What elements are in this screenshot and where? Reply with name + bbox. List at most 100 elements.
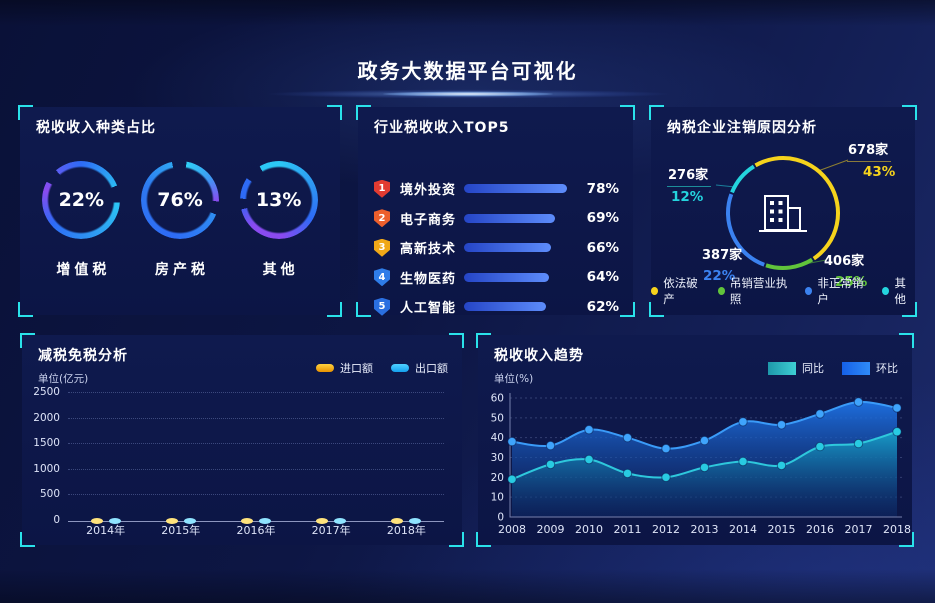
building-icon: [759, 195, 807, 232]
rank-badge: 4: [374, 268, 390, 287]
data-point-huanbi: [892, 403, 902, 413]
panel-tax-trend: 税收收入趋势 单位(%) 同比 环比 0 10 20 30 40 50 60 2008 2009 2…: [476, 333, 914, 547]
data-point-tongbi: [738, 456, 748, 467]
gridline: [68, 417, 444, 419]
donut-segment: [754, 156, 841, 261]
industry-bar: [464, 243, 552, 253]
gridline: [68, 392, 444, 393]
industry-percent: 64%: [586, 269, 619, 286]
gauge-ring: 76%: [141, 161, 219, 239]
count-value: 678家: [847, 143, 892, 162]
industry-bar: [464, 302, 546, 312]
legend-swatch: [842, 361, 870, 375]
data-point-huanbi: [738, 417, 748, 427]
panel-tax-type: 税收收入种类占比 22% 增值税 76% 房产税 13% 其他: [18, 105, 342, 317]
data-point-tongbi: [776, 460, 787, 471]
top5-row: 5 人工智能 62%: [374, 292, 619, 322]
donut-label: 406家 25%: [823, 254, 867, 290]
x-axis-label: 2012: [652, 523, 680, 536]
ring-gauge-group: 22% 增值税 76% 房产税 13% 其他: [20, 161, 340, 279]
legend-item[interactable]: 进口额: [316, 360, 373, 376]
panel-tax-reduction: 减税免税分析 单位(亿元) 进口额 出口额 0 500 1000 1500 2000 250…: [20, 333, 464, 547]
page-title: 政务大数据平台可视化: [357, 59, 578, 84]
data-point-tongbi: [622, 468, 633, 479]
label-leader-line: [817, 159, 849, 172]
ring-gauge: 13% 其他: [229, 161, 328, 279]
gridline: [68, 494, 444, 496]
data-point-huanbi: [622, 433, 633, 443]
donut-label-count: 406家: [823, 254, 867, 272]
corner-bracket-decoration: [902, 105, 917, 120]
panel-title: 行业税收收入TOP5: [374, 120, 510, 136]
data-point-tongbi: [545, 459, 556, 470]
x-axis-label: 2011: [614, 523, 642, 536]
chart-legend: 进口额 出口额: [316, 360, 448, 376]
label-leader-line: [715, 184, 736, 188]
label-leader-line: [744, 252, 752, 258]
corner-bracket-decoration: [649, 105, 664, 120]
corner-bracket-decoration: [476, 532, 491, 547]
y-axis-label: 1000: [33, 462, 60, 475]
corner-bracket-decoration: [20, 333, 35, 348]
y-axis-label: 2500: [33, 386, 60, 398]
y-axis-label: 20: [491, 472, 504, 484]
x-axis-label: 2010: [575, 523, 603, 536]
gauge-label: 其他: [262, 262, 299, 278]
corner-bracket-decoration: [327, 105, 342, 120]
data-point-tongbi: [815, 441, 825, 452]
panel-cancellation-analysis: 纳税企业注销原因分析 678家 43% 406家 25% 387家 22% 276家 12% …: [649, 105, 917, 317]
legend-item[interactable]: 环比: [842, 360, 898, 376]
bar-chart-plot: 0 500 1000 1500 2000 2500: [33, 386, 444, 526]
label-leader-line: [804, 259, 827, 265]
legend-label: 同比: [802, 362, 824, 375]
legend-item[interactable]: 非正常销户: [805, 275, 869, 307]
data-point-huanbi: [584, 425, 594, 435]
legend-dot: [651, 287, 659, 295]
top5-row: 2 电子商务 69%: [374, 204, 619, 234]
corner-bracket-decoration: [899, 532, 914, 547]
corner-bracket-decoration: [899, 333, 914, 348]
legend-item[interactable]: 其他: [882, 275, 915, 307]
legend-dot: [805, 287, 813, 295]
donut-chart: 678家 43% 406家 25% 387家 22% 276家 12%: [651, 107, 915, 315]
corner-bracket-decoration: [327, 302, 342, 317]
trend-area-chart: 0 10 20 30 40 50 60 2008 2009 2010 2011 2012 2013 201…: [491, 393, 911, 537]
data-point-huanbi: [507, 436, 517, 447]
donut-label: 387家 22%: [701, 248, 745, 284]
corner-bracket-decoration: [20, 532, 35, 547]
industry-bar: [464, 272, 549, 282]
corner-bracket-decoration: [449, 333, 464, 348]
donut-label-percent: 12%: [671, 189, 704, 205]
gauge-percent-value: 76%: [157, 189, 203, 211]
data-point-tongbi: [853, 438, 864, 449]
legend-label: 其他: [894, 276, 906, 306]
y-axis-label: 2000: [33, 411, 60, 424]
donut-segment: [730, 164, 756, 194]
legend-item[interactable]: 依法破产: [651, 275, 705, 307]
legend-label: 环比: [876, 362, 898, 375]
legend-item[interactable]: 同比: [768, 360, 824, 376]
legend-label: 依法破产: [663, 276, 698, 306]
data-point-huanbi: [545, 440, 556, 451]
corner-bracket-decoration: [356, 105, 371, 120]
y-axis-label: 60: [491, 393, 504, 405]
donut-label-percent: 43%: [863, 164, 896, 180]
corner-bracket-decoration: [476, 333, 491, 348]
legend-item[interactable]: 吊销营业执照: [717, 275, 793, 307]
x-axis-label: 2013: [691, 523, 719, 536]
data-point-tongbi: [699, 462, 710, 473]
industry-bar-track: [464, 302, 567, 312]
donut-label-count: 678家: [847, 143, 895, 162]
y-axis-label: 500: [39, 488, 60, 501]
bar-groups: [68, 393, 444, 524]
legend-item[interactable]: 出口额: [391, 360, 448, 376]
trend-area-tongbi: [512, 431, 897, 517]
donut-label-count: 276家: [667, 168, 712, 187]
panel-industry-top5: 行业税收收入TOP5 1 境外投资 78% 2 电子商务 69% 3 高新技术 66% 4 生物医药…: [356, 105, 635, 317]
gridline: [68, 443, 444, 445]
industry-label: 高新技术: [400, 242, 457, 258]
data-point-huanbi: [776, 420, 787, 430]
donut-segment: [725, 193, 765, 267]
corner-bracket-decoration: [620, 302, 635, 317]
top5-ranking-list: 1 境外投资 78% 2 电子商务 69% 3 高新技术 66% 4 生物医药 64% 5 人工智能 62%: [358, 174, 633, 322]
